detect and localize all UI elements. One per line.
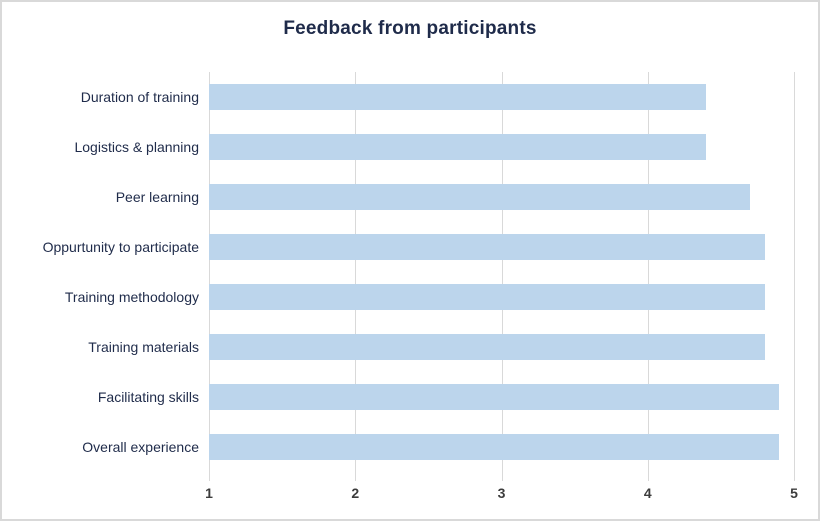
bar xyxy=(209,134,707,160)
gridline-4 xyxy=(647,72,649,472)
bar xyxy=(209,434,780,460)
x-axis: 1 2 3 4 5 xyxy=(205,472,798,512)
bar-row xyxy=(209,122,794,172)
bar-row xyxy=(209,422,794,472)
axis-tick-1 xyxy=(209,472,210,481)
chart-title: Feedback from participants xyxy=(283,18,537,39)
bar xyxy=(209,334,765,360)
gridline-2 xyxy=(355,72,357,472)
category-label: Training methodology xyxy=(64,289,199,305)
bar xyxy=(209,84,707,110)
axis-tick-4 xyxy=(647,472,649,481)
category-label: Facilitating skills xyxy=(97,389,199,405)
tick-label-3: 3 xyxy=(497,485,506,501)
category-labels: Duration of training Logistics & planning… xyxy=(2,72,199,472)
gridline-1 xyxy=(209,72,210,472)
tick-label-4: 4 xyxy=(643,485,652,501)
bar-row xyxy=(209,272,794,322)
category-label: Training materials xyxy=(88,339,199,355)
bar xyxy=(209,284,765,310)
axis-tick-5 xyxy=(794,472,795,481)
gridline-3 xyxy=(501,72,503,472)
category-label: Peer learning xyxy=(115,189,199,205)
tick-label-5: 5 xyxy=(790,485,798,501)
category-label: Oppurtunity to participate xyxy=(42,239,199,255)
bar-row xyxy=(209,372,794,422)
axis-tick-2 xyxy=(355,472,357,481)
bar-row xyxy=(209,172,794,222)
category-label: Duration of training xyxy=(80,89,199,105)
tick-label-1: 1 xyxy=(205,485,213,501)
plot-area xyxy=(209,72,795,472)
bar-row xyxy=(209,322,794,372)
category-label: Logistics & planning xyxy=(74,139,199,155)
bar xyxy=(209,384,780,410)
bar xyxy=(209,234,765,260)
bar-row xyxy=(209,222,794,272)
bar-row xyxy=(209,72,794,122)
category-label: Overall experience xyxy=(82,439,199,455)
gridline-5 xyxy=(794,72,795,472)
bar xyxy=(209,184,751,210)
axis-tick-3 xyxy=(501,472,503,481)
tick-label-2: 2 xyxy=(351,485,360,501)
